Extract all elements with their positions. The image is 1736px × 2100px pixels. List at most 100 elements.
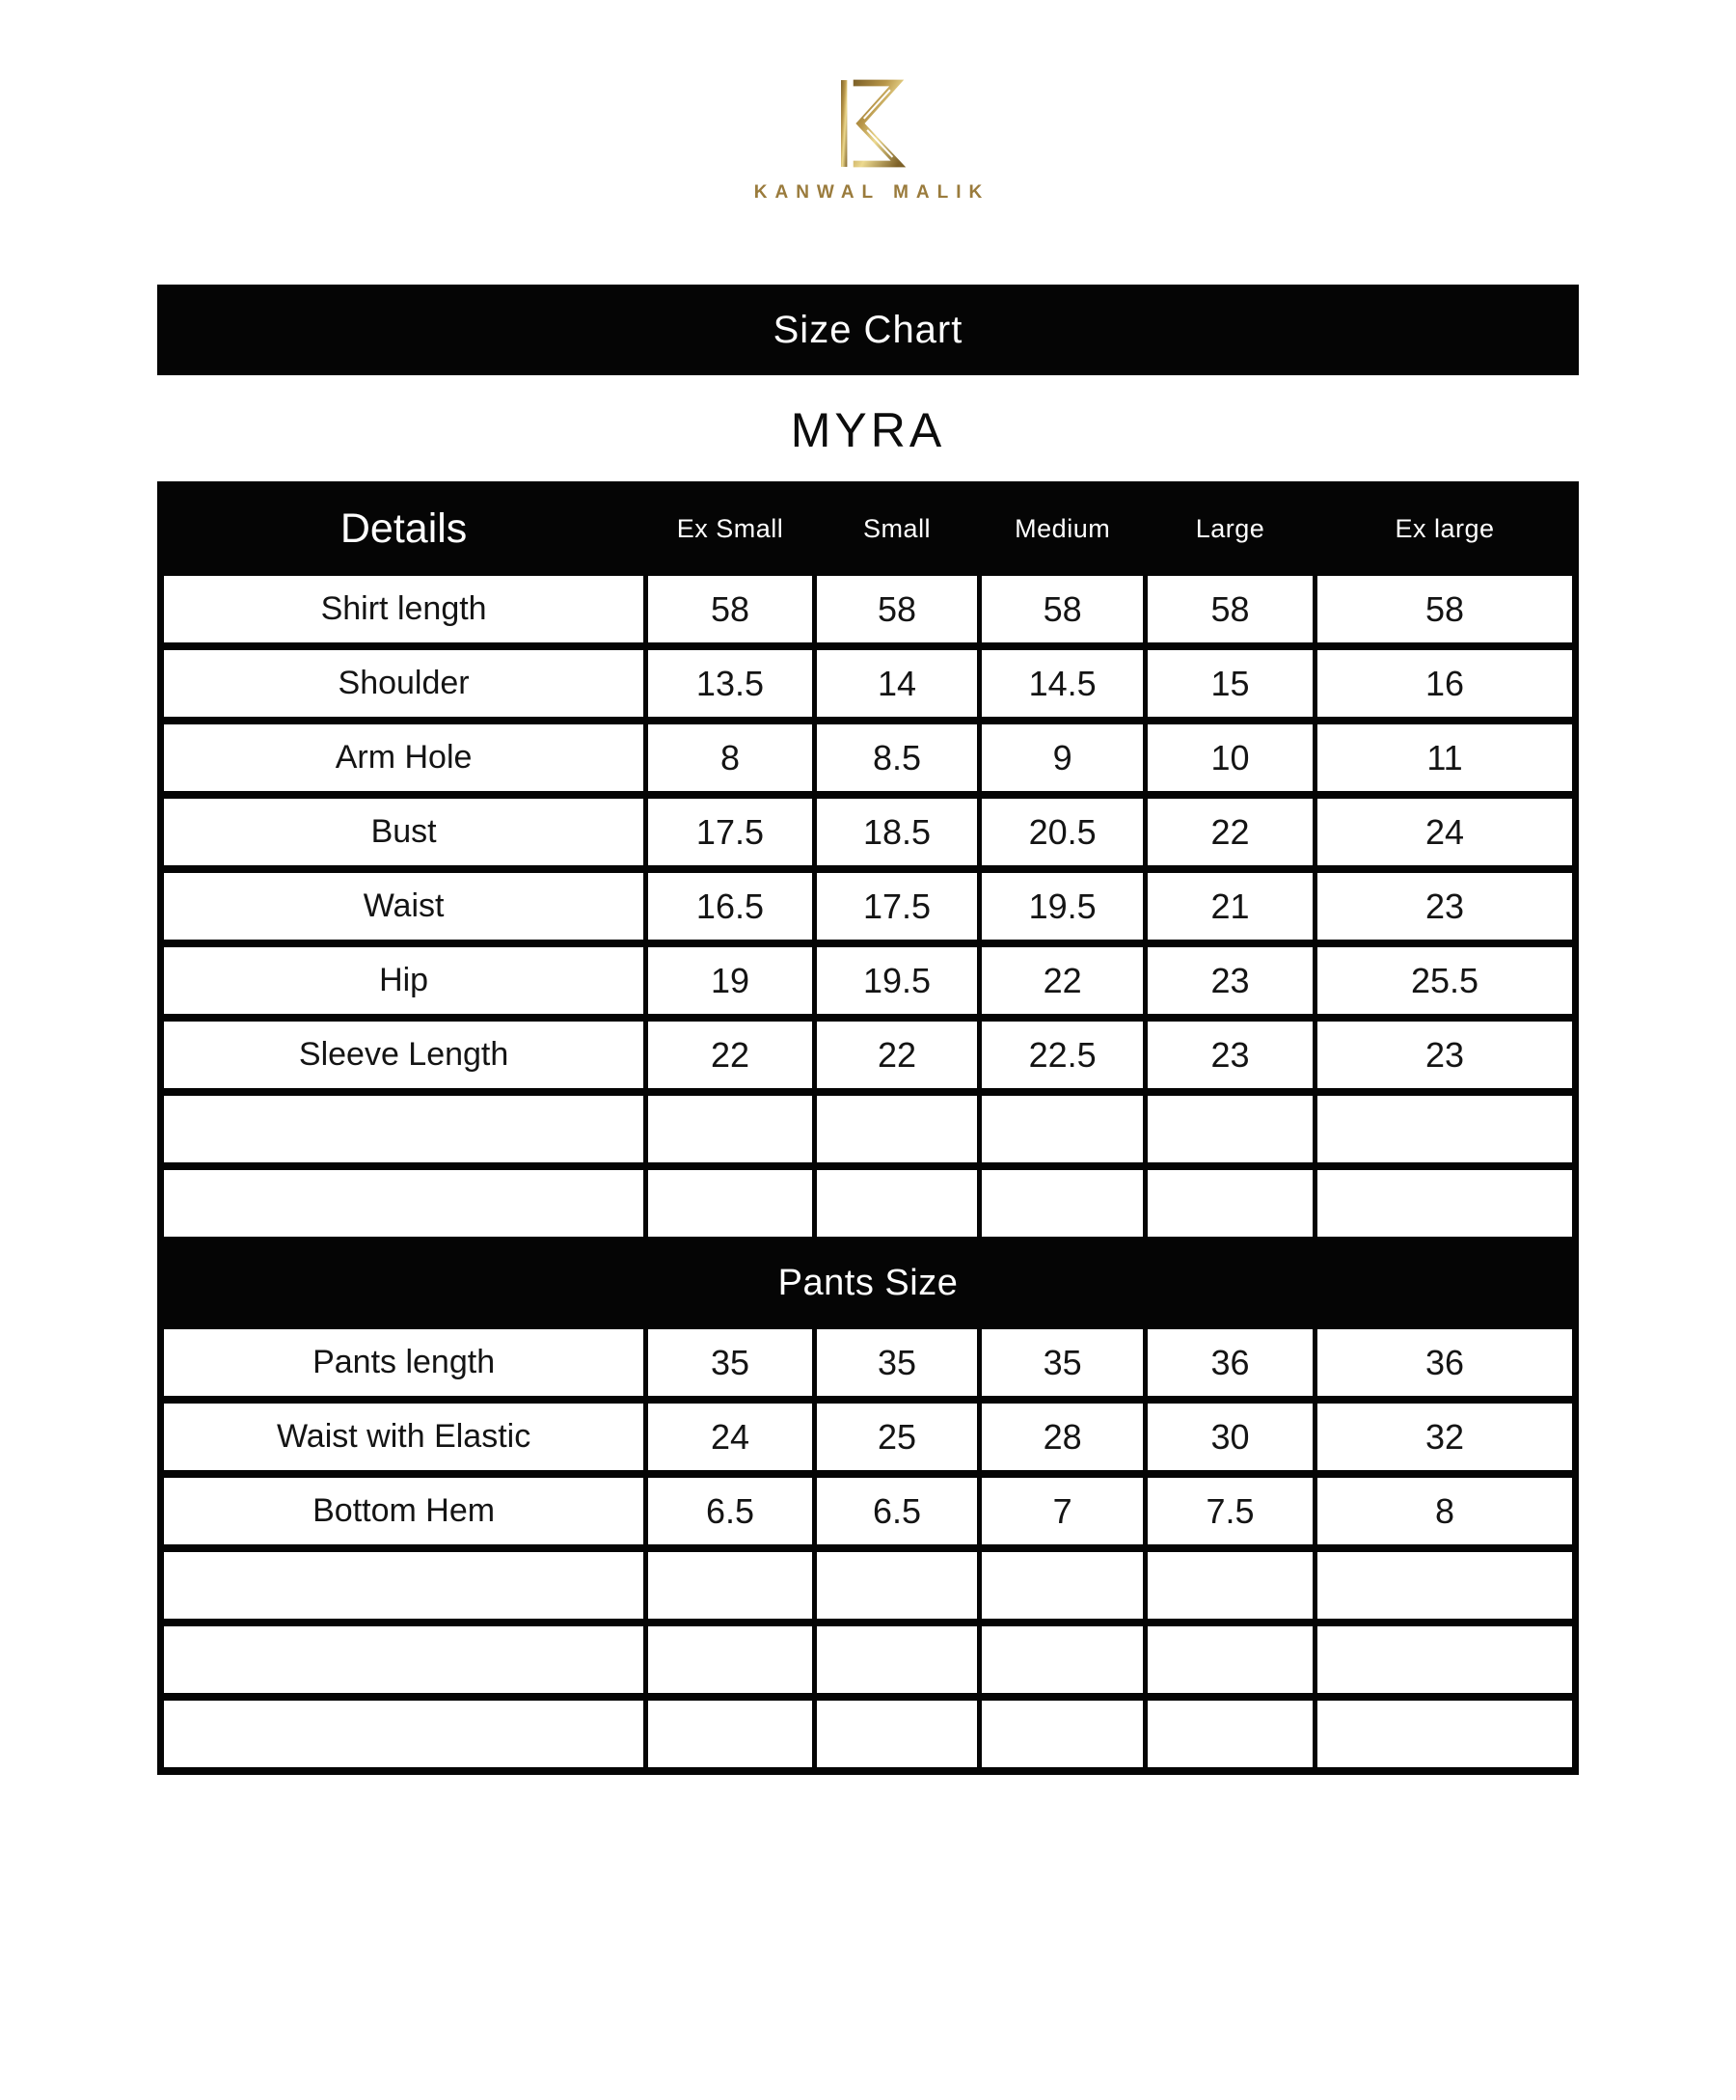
cell-value [1142, 1693, 1318, 1775]
cell-value: 22 [1142, 791, 1318, 873]
cell-value: 28 [977, 1396, 1148, 1478]
table-row: Bottom Hem 6.5 6.5 7 7.5 8 [157, 1470, 1578, 1552]
cell-value: 14 [811, 642, 983, 724]
cell-value: 9 [977, 717, 1148, 799]
cell-value: 30 [1142, 1396, 1318, 1478]
row-label [157, 1693, 649, 1775]
size-chart-table: Details Ex Small Small Medium Large Ex l… [157, 481, 1579, 1775]
cell-value: 13.5 [643, 642, 817, 724]
row-label: Shoulder [157, 642, 649, 724]
brand-logo: KANWAL MALIK [0, 0, 1736, 204]
product-name: MYRA [790, 403, 946, 457]
row-label: Hip [157, 940, 649, 1022]
cell-value [977, 1162, 1148, 1244]
cell-value [977, 1693, 1148, 1775]
table-row-empty [157, 1162, 1578, 1244]
cell-value: 58 [643, 568, 817, 650]
cell-value: 35 [977, 1322, 1148, 1404]
cell-value: 22 [977, 940, 1148, 1022]
column-header-medium: Medium [977, 481, 1148, 576]
cell-value: 8.5 [811, 717, 983, 799]
cell-value: 58 [1313, 568, 1578, 650]
row-label: Bottom Hem [157, 1470, 649, 1552]
cell-value [811, 1619, 983, 1701]
cell-value [1313, 1162, 1578, 1244]
table-row: Shirt length 58 58 58 58 58 [157, 568, 1578, 650]
row-label [157, 1619, 649, 1701]
cell-value [811, 1544, 983, 1626]
cell-value: 25.5 [1313, 940, 1578, 1022]
row-label [157, 1544, 649, 1626]
cell-value [1313, 1088, 1578, 1170]
cell-value: 23 [1142, 940, 1318, 1022]
row-label [157, 1162, 649, 1244]
cell-value: 6.5 [811, 1470, 983, 1552]
cell-value: 10 [1142, 717, 1318, 799]
table-row: Pants length 35 35 35 36 36 [157, 1322, 1578, 1404]
table-row: Waist with Elastic 24 25 28 30 32 [157, 1396, 1578, 1478]
row-label: Arm Hole [157, 717, 649, 799]
cell-value: 17.5 [811, 865, 983, 947]
cell-value: 7.5 [1142, 1470, 1318, 1552]
table-row: Hip 19 19.5 22 23 25.5 [157, 940, 1578, 1022]
cell-value: 35 [811, 1322, 983, 1404]
cell-value: 16.5 [643, 865, 817, 947]
cell-value [1313, 1619, 1578, 1701]
cell-value: 22 [643, 1014, 817, 1096]
cell-value: 18.5 [811, 791, 983, 873]
brand-monogram-icon [841, 79, 906, 168]
cell-value [643, 1544, 817, 1626]
cell-value: 36 [1142, 1322, 1318, 1404]
cell-value [1313, 1693, 1578, 1775]
row-label [157, 1088, 649, 1170]
cell-value: 19.5 [977, 865, 1148, 947]
cell-value: 24 [643, 1396, 817, 1478]
table-row-empty [157, 1693, 1578, 1775]
table-row: Bust 17.5 18.5 20.5 22 24 [157, 791, 1578, 873]
column-header-large: Large [1142, 481, 1318, 576]
row-label: Pants length [157, 1322, 649, 1404]
cell-value [977, 1619, 1148, 1701]
cell-value [643, 1088, 817, 1170]
cell-value [1142, 1162, 1318, 1244]
cell-value: 7 [977, 1470, 1148, 1552]
cell-value: 21 [1142, 865, 1318, 947]
cell-value [1142, 1088, 1318, 1170]
cell-value [643, 1619, 817, 1701]
cell-value: 58 [977, 568, 1148, 650]
column-header-details: Details [157, 481, 649, 576]
table-row-empty [157, 1619, 1578, 1701]
row-label: Waist with Elastic [157, 1396, 649, 1478]
cell-value: 15 [1142, 642, 1318, 724]
table-row-empty [157, 1544, 1578, 1626]
cell-value: 19 [643, 940, 817, 1022]
cell-value: 16 [1313, 642, 1578, 724]
cell-value [1142, 1544, 1318, 1626]
cell-value: 20.5 [977, 791, 1148, 873]
cell-value: 36 [1313, 1322, 1578, 1404]
cell-value: 23 [1313, 1014, 1578, 1096]
cell-value [811, 1162, 983, 1244]
cell-value: 24 [1313, 791, 1578, 873]
cell-value: 11 [1313, 717, 1578, 799]
cell-value: 58 [811, 568, 983, 650]
cell-value: 8 [1313, 1470, 1578, 1552]
table-row: Shoulder 13.5 14 14.5 15 16 [157, 642, 1578, 724]
cell-value: 25 [811, 1396, 983, 1478]
cell-value [643, 1693, 817, 1775]
pants-size-title: Pants Size [158, 1237, 1578, 1329]
cell-value: 14.5 [977, 642, 1148, 724]
table-row-empty [157, 1088, 1578, 1170]
size-chart-banner: Size Chart [157, 285, 1579, 375]
cell-value: 58 [1142, 568, 1318, 650]
size-chart-title: Size Chart [773, 308, 963, 351]
table-row: Waist 16.5 17.5 19.5 21 23 [157, 865, 1578, 947]
cell-value: 17.5 [643, 791, 817, 873]
pants-size-banner: Pants Size [158, 1237, 1578, 1329]
column-header-ex-large: Ex large [1313, 481, 1578, 576]
cell-value [643, 1162, 817, 1244]
cell-value: 23 [1142, 1014, 1318, 1096]
column-header-ex-small: Ex Small [643, 481, 817, 576]
cell-value: 19.5 [811, 940, 983, 1022]
table-row: Sleeve Length 22 22 22.5 23 23 [157, 1014, 1578, 1096]
